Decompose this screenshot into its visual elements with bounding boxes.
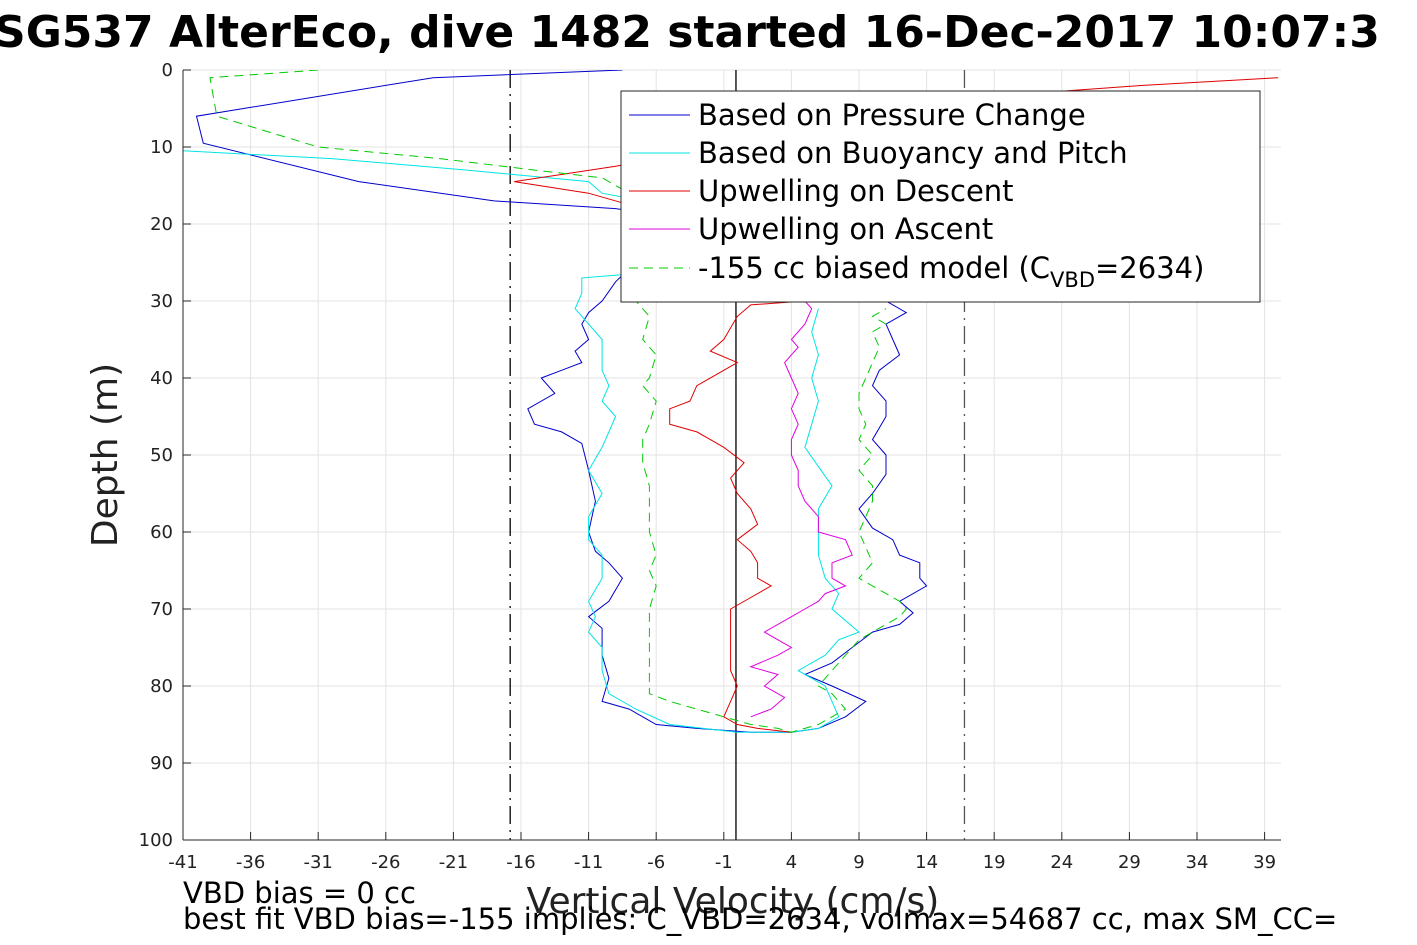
legend-entry-pressure: Based on Pressure Change [629, 98, 1086, 132]
legend-label-descent: Upwelling on Descent [698, 174, 1014, 208]
x-tick-label: 39 [1253, 852, 1276, 873]
legend-entry-model: -155 cc biased model (CVBD=2634) [629, 251, 1204, 292]
x-tick-label: 4 [786, 852, 797, 873]
chart-title: SG537 AlterEco, dive 1482 started 16-Dec… [0, 7, 1380, 58]
x-tick-label: -41 [168, 852, 197, 873]
x-tick-label: 29 [1118, 852, 1141, 873]
x-tick-label: 24 [1050, 852, 1073, 873]
x-tick-label: -21 [439, 852, 468, 873]
legend-label-ascent: Upwelling on Ascent [698, 212, 993, 246]
y-tick-label: 10 [150, 137, 173, 158]
x-tick-label: -11 [574, 852, 603, 873]
y-tick-label: 80 [150, 676, 173, 697]
y-tick-label: 0 [162, 60, 173, 81]
legend-entry-buoyancy: Based on Buoyancy and Pitch [629, 136, 1128, 170]
x-tick-label: 9 [853, 852, 864, 873]
y-tick-label: 100 [139, 830, 173, 851]
x-tick-label: 19 [983, 852, 1006, 873]
legend-label-model: -155 cc biased model (CVBD=2634) [698, 251, 1204, 292]
legend-box [620, 90, 1261, 303]
y-tick-label: 60 [150, 522, 173, 543]
legend-entry-descent: Upwelling on Descent [629, 174, 1014, 208]
legend-label-buoyancy: Based on Buoyancy and Pitch [698, 136, 1128, 170]
x-tick-labels: -41 -36 -31 -26 -21 -16 -11 -6 -1 4 9 14 19 24 29 34 39 [168, 832, 1276, 873]
x-tick-label: -1 [715, 852, 733, 873]
x-tick-label: -26 [371, 852, 400, 873]
y-tick-label: 50 [150, 445, 173, 466]
series-group [183, 70, 1279, 733]
x-tick-label: 14 [915, 852, 938, 873]
x-tick-label: -16 [506, 852, 535, 873]
legend-entry-ascent: Upwelling on Ascent [629, 212, 993, 246]
series-line-4 [209, 70, 907, 733]
footer-vbd-bias: VBD bias = 0 cc [183, 876, 416, 910]
footer-best-fit: best fit VBD bias=-155 implies: C_VBD=26… [183, 902, 1337, 936]
y-tick-label: 70 [150, 599, 173, 620]
y-tick-label: 20 [150, 214, 173, 235]
x-tick-label: -36 [236, 852, 265, 873]
series-line-2 [514, 77, 1279, 733]
x-axis-label: Vertical Velocity (cm/s) [527, 881, 940, 922]
y-axis-label: Depth (m) [85, 363, 126, 547]
y-tick-label: 40 [150, 368, 173, 389]
legend: Based on Pressure Change Based on Buoyan… [620, 90, 1261, 303]
legend-label-pressure: Based on Pressure Change [698, 98, 1086, 132]
x-tick-label: 34 [1186, 852, 1209, 873]
series-line-0 [195, 70, 928, 733]
y-tick-label: 30 [150, 291, 173, 312]
x-tick-label: -31 [303, 852, 332, 873]
x-tick-label: -6 [647, 852, 665, 873]
y-tick-label: 90 [150, 753, 173, 774]
y-tick-labels: 0 10 20 30 40 50 60 70 80 90 100 [139, 60, 191, 851]
series-line-3 [749, 300, 853, 718]
